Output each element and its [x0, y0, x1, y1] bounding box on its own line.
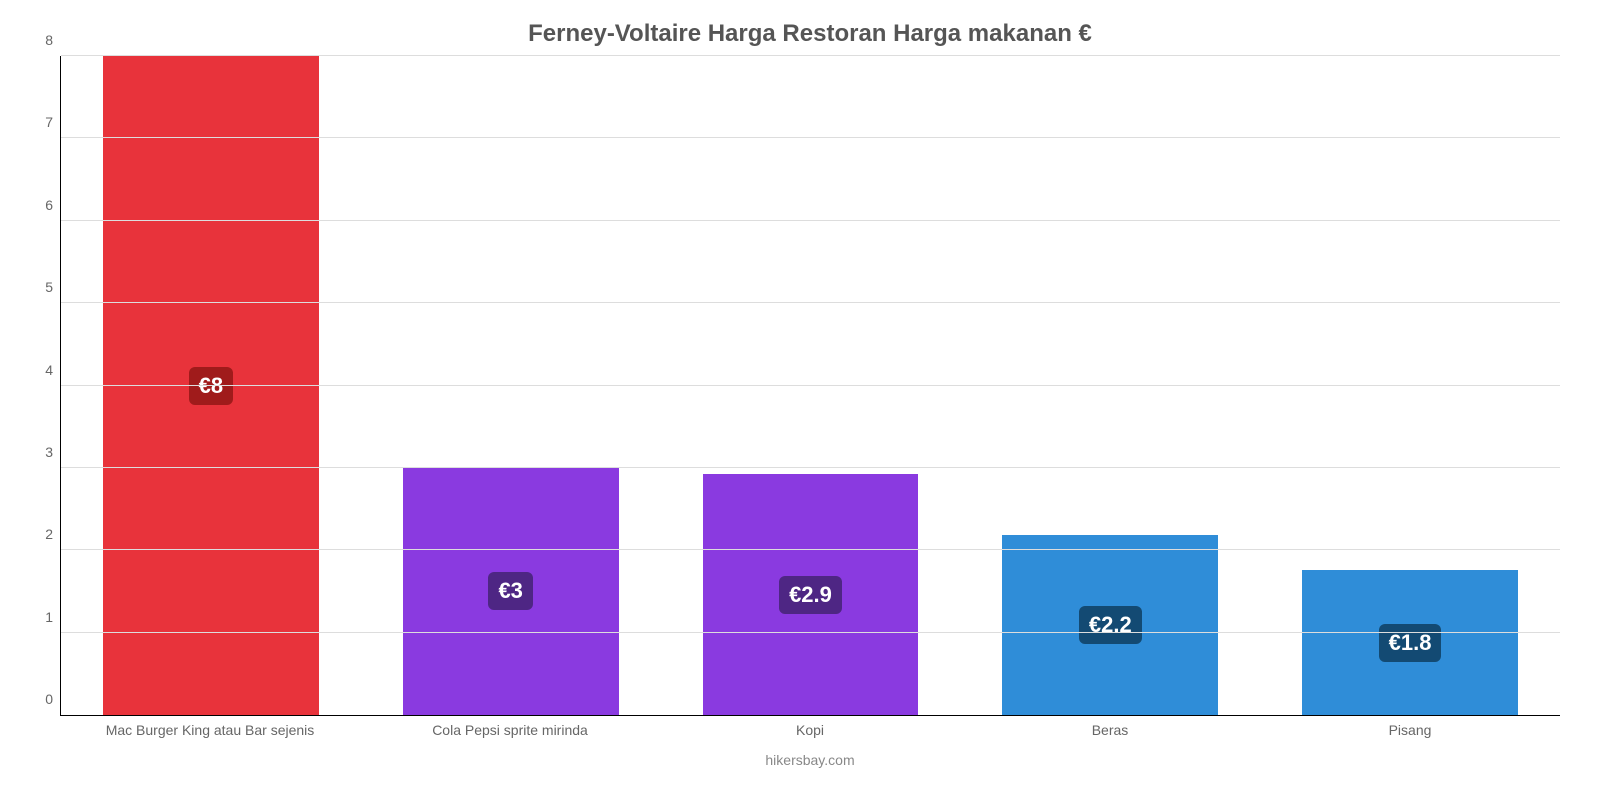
value-badge: €8	[189, 367, 233, 405]
value-badge: €2.2	[1079, 606, 1142, 644]
bar: €2.9	[703, 474, 919, 715]
grid-line	[61, 137, 1560, 138]
bars-container: €8 €3 €2.9 €2.2 €1.8	[61, 56, 1560, 715]
x-axis-labels: Mac Burger King atau Bar sejenisCola Pep…	[60, 722, 1560, 738]
grid-line	[61, 467, 1560, 468]
bar-slot: €2.2	[960, 56, 1260, 715]
value-badge: €3	[488, 572, 532, 610]
chart-attribution: hikersbay.com	[60, 752, 1560, 768]
value-badge: €1.8	[1379, 624, 1442, 662]
plot-area: €8€3€2.9€2.2€1.8 012345678	[60, 56, 1560, 716]
bar: €2.2	[1002, 535, 1218, 715]
grid-line	[61, 220, 1560, 221]
bar-slot: €2.9	[661, 56, 961, 715]
grid-line	[61, 632, 1560, 633]
xtick-label: Kopi	[660, 722, 960, 738]
xtick-label: Mac Burger King atau Bar sejenis	[60, 722, 360, 738]
ytick-label: 4	[45, 362, 61, 378]
xtick-label: Beras	[960, 722, 1260, 738]
grid-line	[61, 385, 1560, 386]
bar-slot: €1.8	[1260, 56, 1560, 715]
grid-line	[61, 302, 1560, 303]
xtick-label: Pisang	[1260, 722, 1560, 738]
ytick-label: 2	[45, 526, 61, 542]
xtick-label: Cola Pepsi sprite mirinda	[360, 722, 660, 738]
ytick-label: 6	[45, 197, 61, 213]
grid-line	[61, 549, 1560, 550]
ytick-label: 7	[45, 114, 61, 130]
grid-line	[61, 55, 1560, 56]
value-badge: €2.9	[779, 576, 842, 614]
price-bar-chart: Ferney-Voltaire Harga Restoran Harga mak…	[0, 0, 1600, 800]
ytick-label: 5	[45, 279, 61, 295]
ytick-label: 8	[45, 32, 61, 48]
bar: €8	[103, 56, 319, 715]
ytick-label: 3	[45, 444, 61, 460]
bar: €3	[403, 468, 619, 715]
bar-slot: €8	[61, 56, 361, 715]
ytick-label: 0	[45, 691, 61, 707]
ytick-label: 1	[45, 609, 61, 625]
bar: €1.8	[1302, 570, 1518, 715]
chart-title: Ferney-Voltaire Harga Restoran Harga mak…	[60, 20, 1560, 48]
bar-slot: €3	[361, 56, 661, 715]
